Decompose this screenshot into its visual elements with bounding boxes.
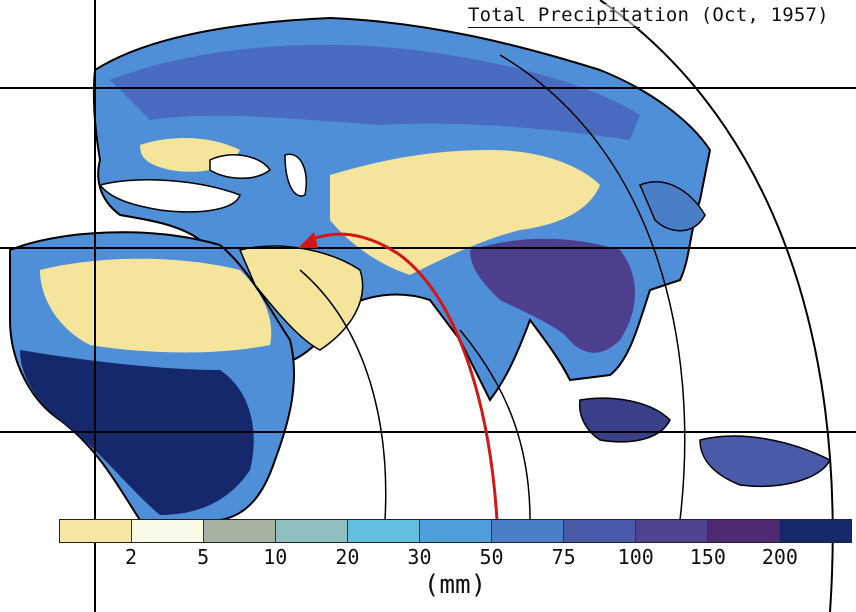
- title-underline: [468, 27, 640, 28]
- meridian-arc: [299, 269, 387, 521]
- legend-tick-label: 10: [263, 545, 288, 569]
- legend-swatch: [708, 520, 780, 542]
- central-asia-dry-region: [330, 150, 600, 275]
- legend-colorbar: [59, 519, 852, 543]
- northern-eurasia-wet-region: [110, 44, 640, 140]
- legend-swatch: [132, 520, 204, 542]
- caspian-sea: [284, 153, 307, 197]
- meridian-arc: [459, 329, 531, 521]
- red-arrow-head: [298, 232, 318, 248]
- legend-swatch: [636, 520, 708, 542]
- mediterranean-sea: [98, 179, 241, 213]
- black-sea: [209, 154, 272, 179]
- legend-tick-label: 150: [689, 545, 726, 569]
- legend-tick-label: 5: [197, 545, 210, 569]
- projection-boundary-arc: [599, 0, 834, 612]
- legend-tick-label: 75: [551, 545, 576, 569]
- map-title: Total Precipitation (Oct, 1957): [468, 4, 829, 26]
- sahara-dry-region: [40, 258, 272, 353]
- legend-tick-label: 30: [407, 545, 432, 569]
- legend-tick-label: 20: [335, 545, 360, 569]
- red-arrow-line: [309, 232, 499, 521]
- south-asia-wet-region: [470, 238, 635, 353]
- legend-tick-label: 200: [761, 545, 798, 569]
- legend-swatch: [348, 520, 420, 542]
- legend-tick-label: 100: [617, 545, 654, 569]
- legend-tick-label: 50: [479, 545, 504, 569]
- legend-tick-label: 2: [125, 545, 138, 569]
- japan-islands: [639, 181, 706, 232]
- meridian-arc: [499, 54, 686, 521]
- legend-unit: (mm): [423, 570, 487, 600]
- legend-swatch: [420, 520, 492, 542]
- indonesia-islands: [578, 397, 671, 443]
- legend-swatch: [492, 520, 564, 542]
- legend-swatch: [276, 520, 348, 542]
- borneo-island: [699, 435, 832, 488]
- legend-swatch: [780, 520, 851, 542]
- legend-swatch: [60, 520, 132, 542]
- legend-swatch: [204, 520, 276, 542]
- legend-swatch: [564, 520, 636, 542]
